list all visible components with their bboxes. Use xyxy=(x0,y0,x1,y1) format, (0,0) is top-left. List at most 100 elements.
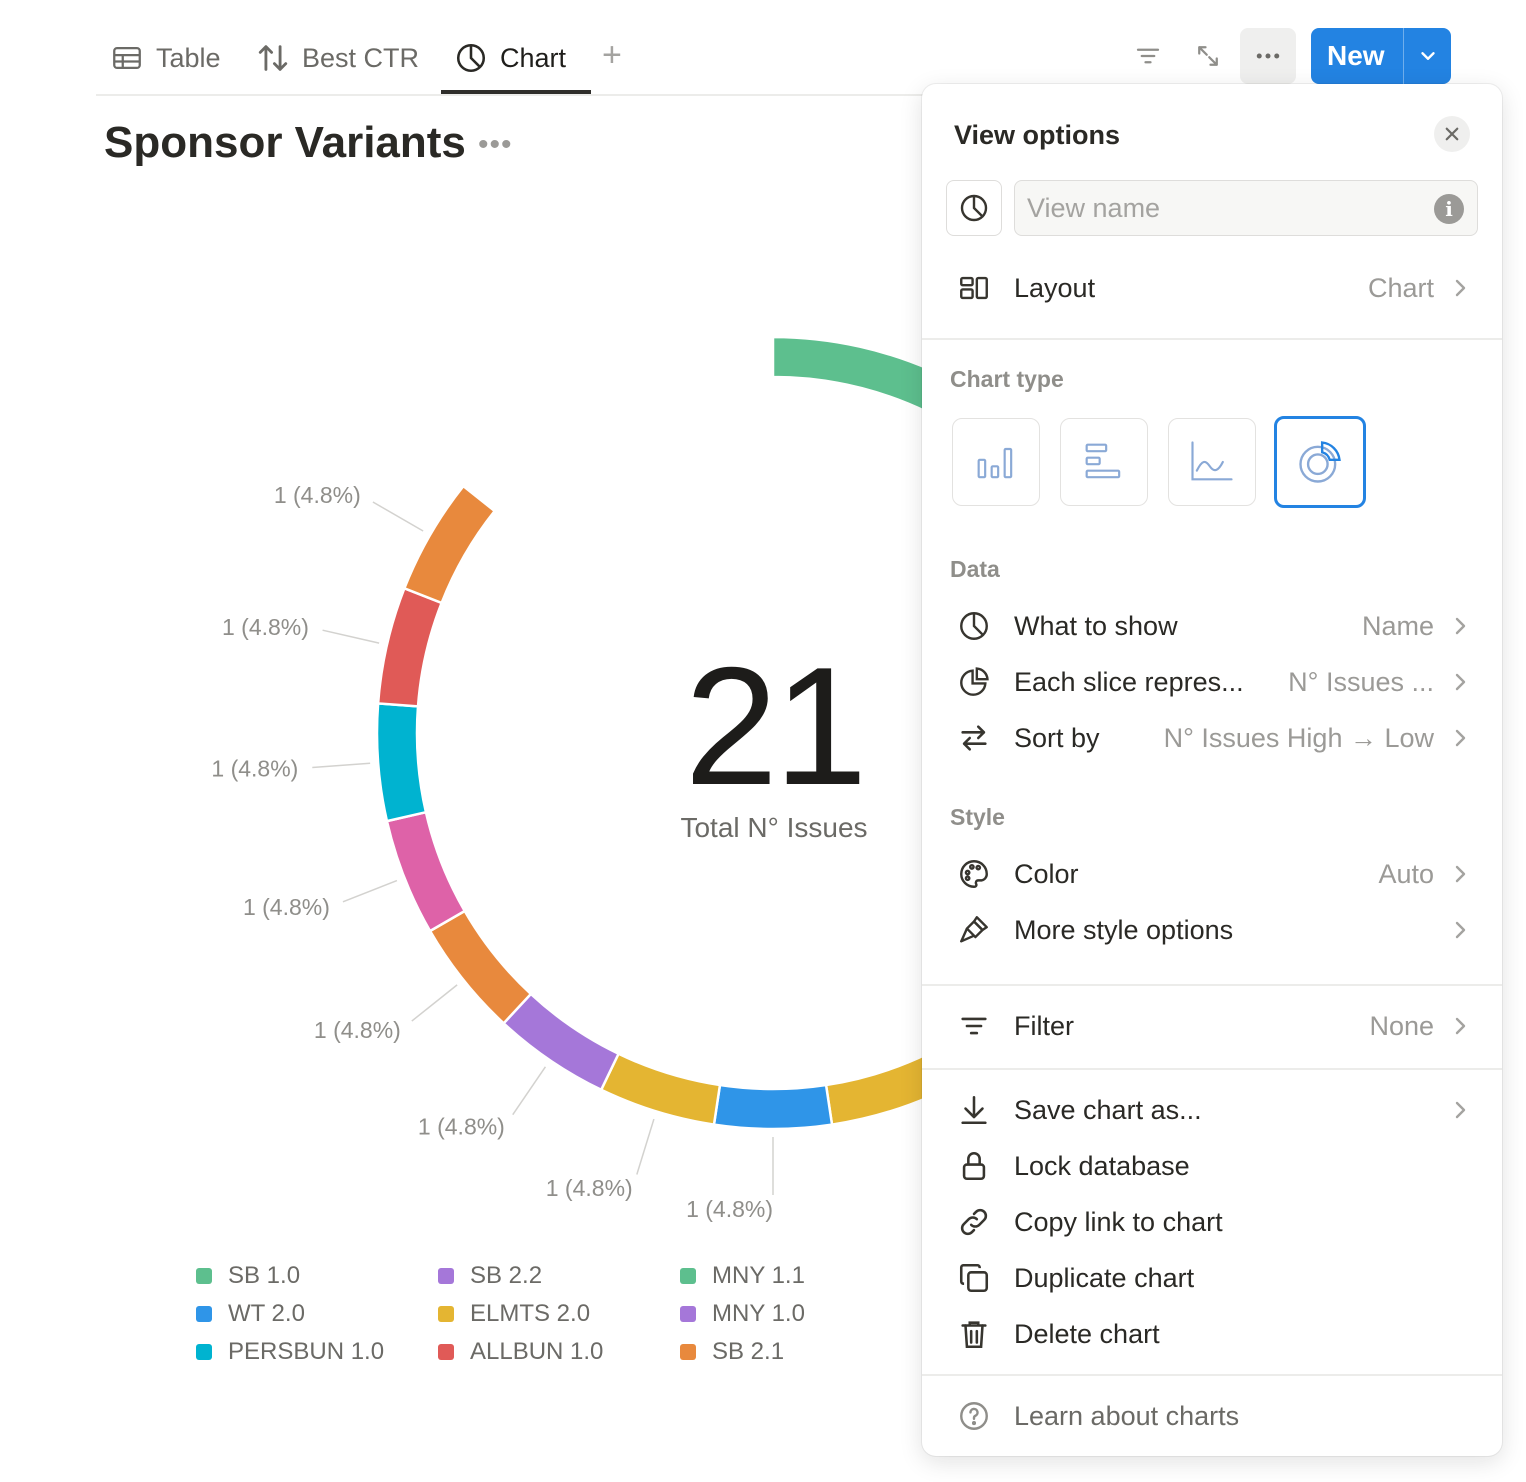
legend-item[interactable]: SB 2.1 xyxy=(680,1338,784,1366)
legend-item[interactable]: ELMTS 2.0 xyxy=(438,1300,590,1328)
slice-label-orange-mid: 1 (4.8%) xyxy=(314,1017,401,1043)
chevron-down-icon[interactable] xyxy=(1404,45,1451,67)
legend-label: SB 2.1 xyxy=(712,1338,785,1365)
brush-icon xyxy=(954,910,994,950)
tab-best-ctr-label: Best CTR xyxy=(302,42,420,73)
legend-swatch xyxy=(196,1306,212,1322)
layout-icon xyxy=(954,268,994,308)
donut-slice[interactable] xyxy=(599,1052,722,1126)
divider xyxy=(922,1374,1502,1376)
legend-item[interactable]: PERSBUN 1.0 xyxy=(196,1338,384,1366)
chart-type-line[interactable] xyxy=(1168,418,1256,506)
donut-slice[interactable] xyxy=(376,586,444,708)
lock-database-row[interactable]: Lock database xyxy=(922,1140,1502,1192)
chart-icon xyxy=(954,606,994,646)
legend-label: ELMTS 2.0 xyxy=(470,1300,591,1327)
more-style-label: More style options xyxy=(1014,914,1234,945)
chart-icon xyxy=(960,194,988,222)
panel-title: View options xyxy=(954,120,1121,150)
new-button-divider xyxy=(1403,28,1404,84)
filter-row[interactable]: Filter None xyxy=(922,1000,1502,1052)
donut-slice[interactable] xyxy=(824,994,930,1126)
chart-type-vertical-bar[interactable] xyxy=(952,418,1040,506)
slice-leader-line xyxy=(411,984,458,1022)
tab-table[interactable]: Table xyxy=(110,38,221,78)
more-style-row[interactable]: More style options xyxy=(922,904,1502,956)
add-view-icon[interactable]: + xyxy=(602,36,622,74)
divider xyxy=(922,984,1502,986)
donut-slice[interactable] xyxy=(428,909,533,1026)
save-chart-row[interactable]: Save chart as... xyxy=(922,1084,1502,1136)
legend-swatch xyxy=(196,1344,212,1360)
legend-swatch xyxy=(438,1306,454,1322)
what-to-show-row[interactable]: What to show Name xyxy=(922,600,1502,652)
chevron-right-icon xyxy=(1448,1014,1472,1038)
close-icon[interactable] xyxy=(1434,116,1470,152)
donut-slice[interactable] xyxy=(385,810,467,933)
info-icon[interactable]: i xyxy=(1434,194,1464,224)
color-value: Auto xyxy=(1378,858,1434,889)
lock-database-label: Lock database xyxy=(1014,1150,1190,1181)
chart-total: 21 xyxy=(684,632,868,820)
expand-icon[interactable] xyxy=(1186,34,1230,78)
donut-chart-icon xyxy=(1299,441,1341,483)
legend-item[interactable]: ALLBUN 1.0 xyxy=(438,1338,603,1366)
horizontal-bar-chart-icon xyxy=(1085,443,1121,479)
layout-row[interactable]: Layout Chart xyxy=(922,262,1502,314)
page-title: Sponsor Variants xyxy=(104,118,466,167)
legend-item[interactable]: SB 1.0 xyxy=(196,1262,300,1290)
legend-swatch xyxy=(680,1306,696,1322)
donut-chart: 2 (9.52 (9.5%)1 (4.8%)1 (4.8%)1 (4.8%)1 … xyxy=(211,335,930,1222)
legend-label: ALLBUN 1.0 xyxy=(470,1338,604,1365)
view-options-panel: View options i Layout Chart Chart type D… xyxy=(922,84,1502,1456)
filter-icon[interactable] xyxy=(1126,34,1170,78)
learn-about-charts-row[interactable]: Learn about charts xyxy=(922,1390,1502,1442)
each-slice-row[interactable]: Each slice repres... N° Issues ... xyxy=(922,656,1502,708)
tab-chart-label: Chart xyxy=(500,42,567,73)
data-heading: Data xyxy=(950,556,1000,582)
color-row[interactable]: Color Auto xyxy=(922,848,1502,900)
pie-slice-icon xyxy=(954,662,994,702)
donut-slice[interactable] xyxy=(771,335,930,511)
legend-item[interactable]: MNY 1.0 xyxy=(680,1300,805,1328)
legend-swatch xyxy=(680,1268,696,1284)
donut-slice[interactable] xyxy=(501,992,621,1092)
legend-item[interactable]: SB 2.2 xyxy=(438,1262,542,1290)
slice-leader-line xyxy=(342,879,398,903)
chevron-right-icon xyxy=(1448,918,1472,942)
legend-swatch xyxy=(680,1344,696,1360)
tab-best-ctr[interactable]: Best CTR xyxy=(256,38,419,78)
sort-by-row[interactable]: Sort by N° Issues High → Low xyxy=(922,712,1502,764)
legend-item[interactable]: MNY 1.1 xyxy=(680,1262,805,1290)
chart-type-donut[interactable] xyxy=(1274,416,1366,508)
duplicate-chart-row[interactable]: Duplicate chart xyxy=(922,1252,1502,1304)
each-slice-label: Each slice repres... xyxy=(1014,666,1244,697)
new-button[interactable]: New xyxy=(1311,28,1451,84)
legend-item[interactable]: WT 2.0 xyxy=(196,1300,305,1328)
view-name-input[interactable] xyxy=(1014,180,1478,236)
table-icon xyxy=(113,46,141,70)
delete-chart-label: Delete chart xyxy=(1014,1318,1160,1349)
filter-icon xyxy=(954,1006,994,1046)
divider xyxy=(922,338,1502,340)
chart-icon xyxy=(456,43,486,73)
copy-link-row[interactable]: Copy link to chart xyxy=(922,1196,1502,1248)
chart-type-horizontal-bar[interactable] xyxy=(1060,418,1148,506)
donut-slice[interactable] xyxy=(402,484,497,605)
donut-slice[interactable] xyxy=(712,1083,834,1131)
title-more-icon[interactable]: ••• xyxy=(478,128,513,161)
chevron-right-icon xyxy=(1448,276,1472,300)
chevron-right-icon xyxy=(1448,1098,1472,1122)
trash-icon xyxy=(954,1314,994,1354)
tab-table-label: Table xyxy=(156,42,221,73)
tab-chart[interactable]: Chart xyxy=(454,38,566,78)
legend-label: PERSBUN 1.0 xyxy=(228,1338,385,1365)
legend-label: MNY 1.1 xyxy=(712,1262,805,1289)
donut-slice[interactable] xyxy=(375,702,428,823)
new-button-label: New xyxy=(1327,40,1385,71)
view-icon-picker[interactable] xyxy=(946,180,1002,236)
delete-chart-row[interactable]: Delete chart xyxy=(922,1308,1502,1360)
view-tabs: Table Best CTR Chart + xyxy=(96,26,936,96)
lock-icon xyxy=(954,1146,994,1186)
more-options-icon[interactable] xyxy=(1240,28,1296,84)
